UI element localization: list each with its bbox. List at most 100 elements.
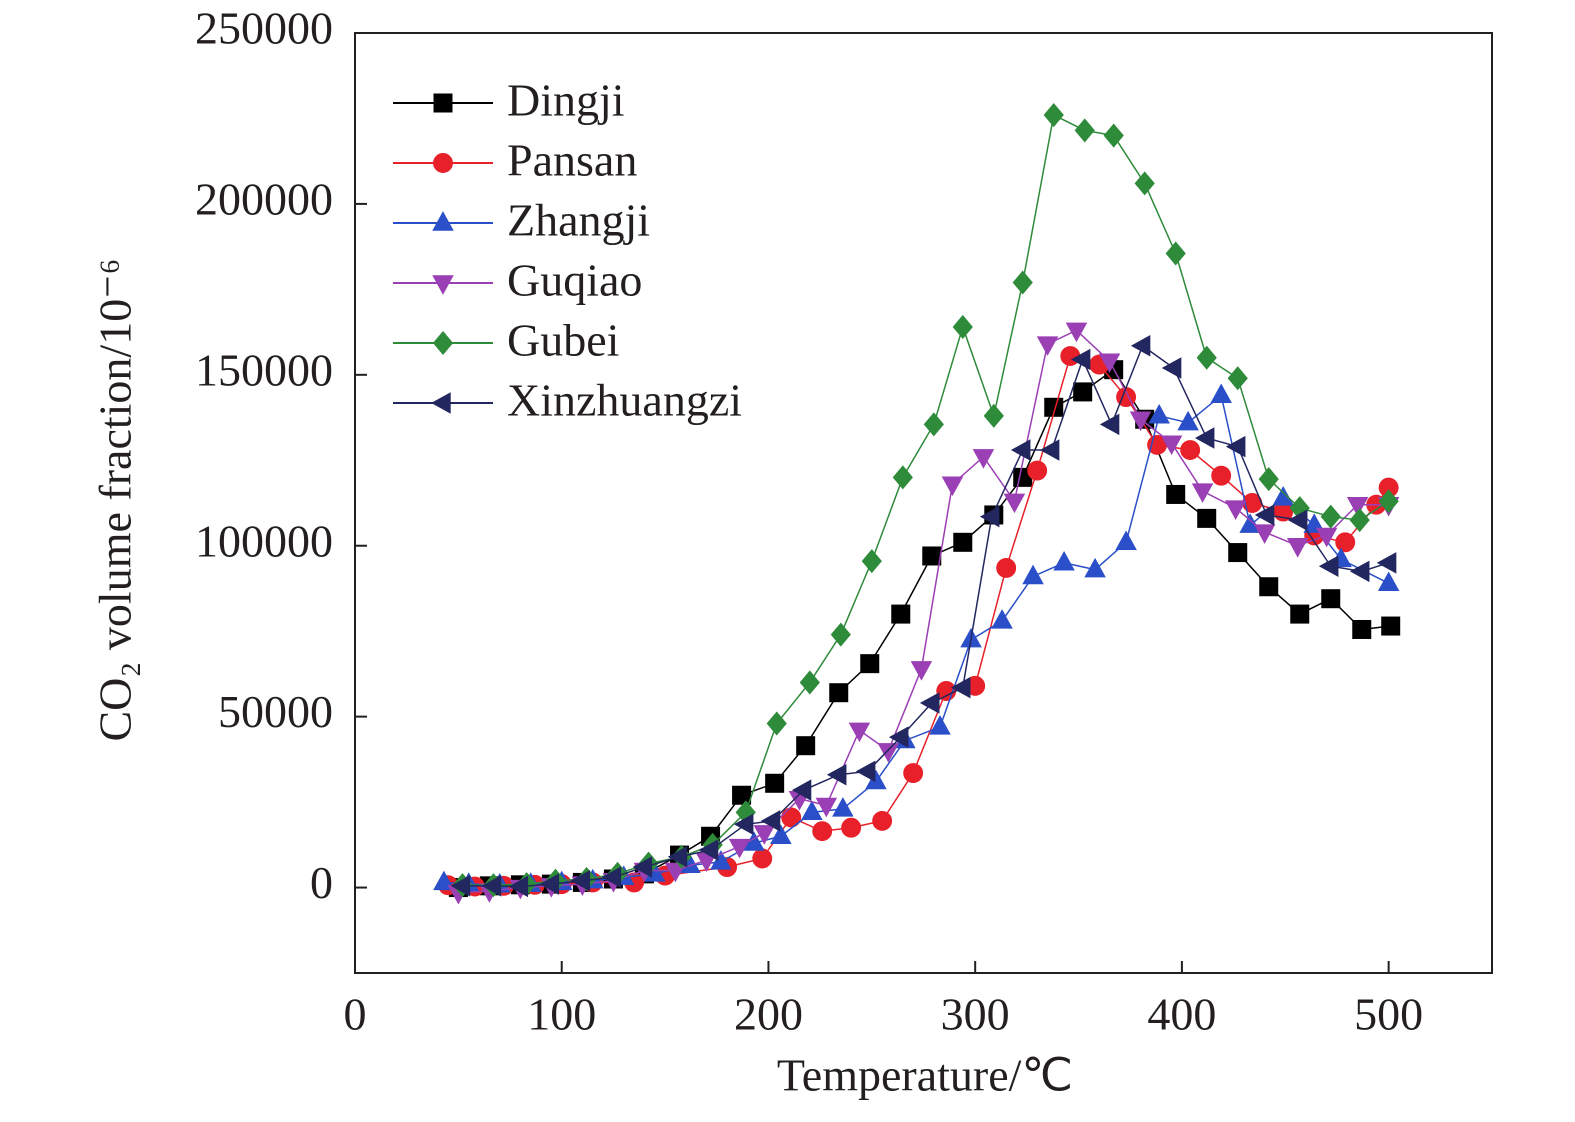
x-tick-label: 0 — [344, 989, 367, 1040]
data-point — [1227, 366, 1248, 391]
data-point — [872, 810, 893, 831]
data-point — [1321, 589, 1341, 609]
data-point — [1148, 403, 1170, 424]
data-point — [952, 314, 973, 339]
data-point — [1160, 435, 1183, 456]
data-point — [781, 807, 802, 828]
y-tick-label: 100000 — [195, 515, 333, 566]
data-point — [829, 683, 849, 703]
data-point — [1378, 489, 1399, 514]
data-point — [1044, 397, 1064, 417]
data-point — [941, 476, 964, 497]
data-point — [996, 557, 1017, 578]
data-point — [732, 785, 752, 805]
data-point — [765, 773, 785, 793]
data-point — [950, 676, 971, 699]
data-point — [539, 873, 560, 895]
data-point — [1211, 465, 1232, 486]
data-point — [801, 800, 823, 821]
data-point — [1224, 500, 1247, 520]
legend-marker — [433, 153, 453, 173]
data-point — [508, 875, 529, 898]
data-point — [1103, 123, 1124, 148]
data-point — [1210, 383, 1232, 404]
legend-label: Gubei — [507, 315, 619, 366]
data-point — [1039, 439, 1060, 461]
data-point — [791, 779, 812, 801]
data-point — [983, 403, 1004, 428]
data-point — [972, 449, 995, 469]
legend-label: Dingji — [507, 75, 625, 126]
data-point — [865, 769, 887, 790]
data-point — [1320, 504, 1341, 529]
data-point — [923, 412, 944, 437]
data-point — [796, 736, 816, 756]
data-point — [753, 825, 776, 845]
data-point — [1053, 550, 1075, 571]
legend-label: Pansan — [507, 135, 637, 186]
legend-label: Guqiao — [507, 255, 642, 306]
y-tick-label: 200000 — [195, 173, 333, 224]
data-point — [770, 824, 792, 844]
data-point — [1258, 467, 1279, 492]
data-point — [760, 810, 781, 832]
data-point — [1161, 357, 1182, 379]
data-point — [891, 604, 911, 624]
data-point — [1318, 555, 1339, 577]
data-point — [728, 838, 751, 859]
data-point — [1352, 619, 1372, 639]
data-point — [1191, 483, 1214, 503]
data-point — [698, 839, 719, 861]
data-point — [1166, 484, 1186, 504]
data-point — [922, 546, 942, 566]
data-point — [841, 817, 862, 838]
data-point — [1003, 493, 1026, 514]
data-point — [1381, 616, 1401, 636]
data-point — [1376, 552, 1397, 574]
data-point — [1027, 460, 1048, 481]
data-point — [1180, 440, 1201, 460]
data-point — [1272, 486, 1294, 506]
data-point — [877, 743, 900, 763]
data-point — [919, 692, 940, 714]
data-point — [450, 875, 471, 897]
data-point — [903, 763, 924, 783]
data-point — [1290, 604, 1310, 624]
data-point — [1070, 348, 1091, 371]
y-axis-label: CO₂ volume fraction/10⁻⁶ — [90, 258, 141, 741]
data-point — [861, 549, 882, 574]
data-point — [1286, 538, 1309, 558]
data-point — [832, 797, 854, 817]
data-point — [1259, 577, 1279, 597]
data-point — [892, 465, 913, 490]
legend-label: Zhangji — [507, 195, 650, 246]
legend-marker — [433, 93, 453, 113]
data-point — [733, 813, 754, 836]
x-tick-label: 300 — [941, 989, 1010, 1040]
data-point — [1194, 427, 1215, 449]
y-tick-label: 50000 — [218, 686, 333, 737]
data-point — [1084, 557, 1106, 578]
data-point — [1012, 270, 1033, 295]
y-tick-label: 150000 — [195, 344, 333, 395]
data-point — [799, 670, 820, 695]
x-axis-label: Temperature/℃ — [777, 1050, 1073, 1101]
series-line — [458, 368, 1391, 889]
x-tick-label: 100 — [527, 989, 596, 1040]
data-point — [888, 726, 909, 748]
legend-label: Xinzhuangzi — [507, 375, 742, 426]
legend-marker — [431, 392, 451, 414]
data-point — [1253, 524, 1276, 544]
data-point — [855, 760, 876, 783]
data-point — [1130, 335, 1151, 357]
data-point — [1098, 353, 1121, 373]
legend-marker — [432, 275, 454, 295]
series-line — [447, 355, 1390, 888]
legend-marker — [432, 330, 454, 356]
data-point — [710, 850, 732, 870]
data-point — [1349, 508, 1370, 533]
data-point — [481, 875, 502, 897]
data-point — [570, 869, 591, 892]
data-point — [1099, 413, 1120, 436]
